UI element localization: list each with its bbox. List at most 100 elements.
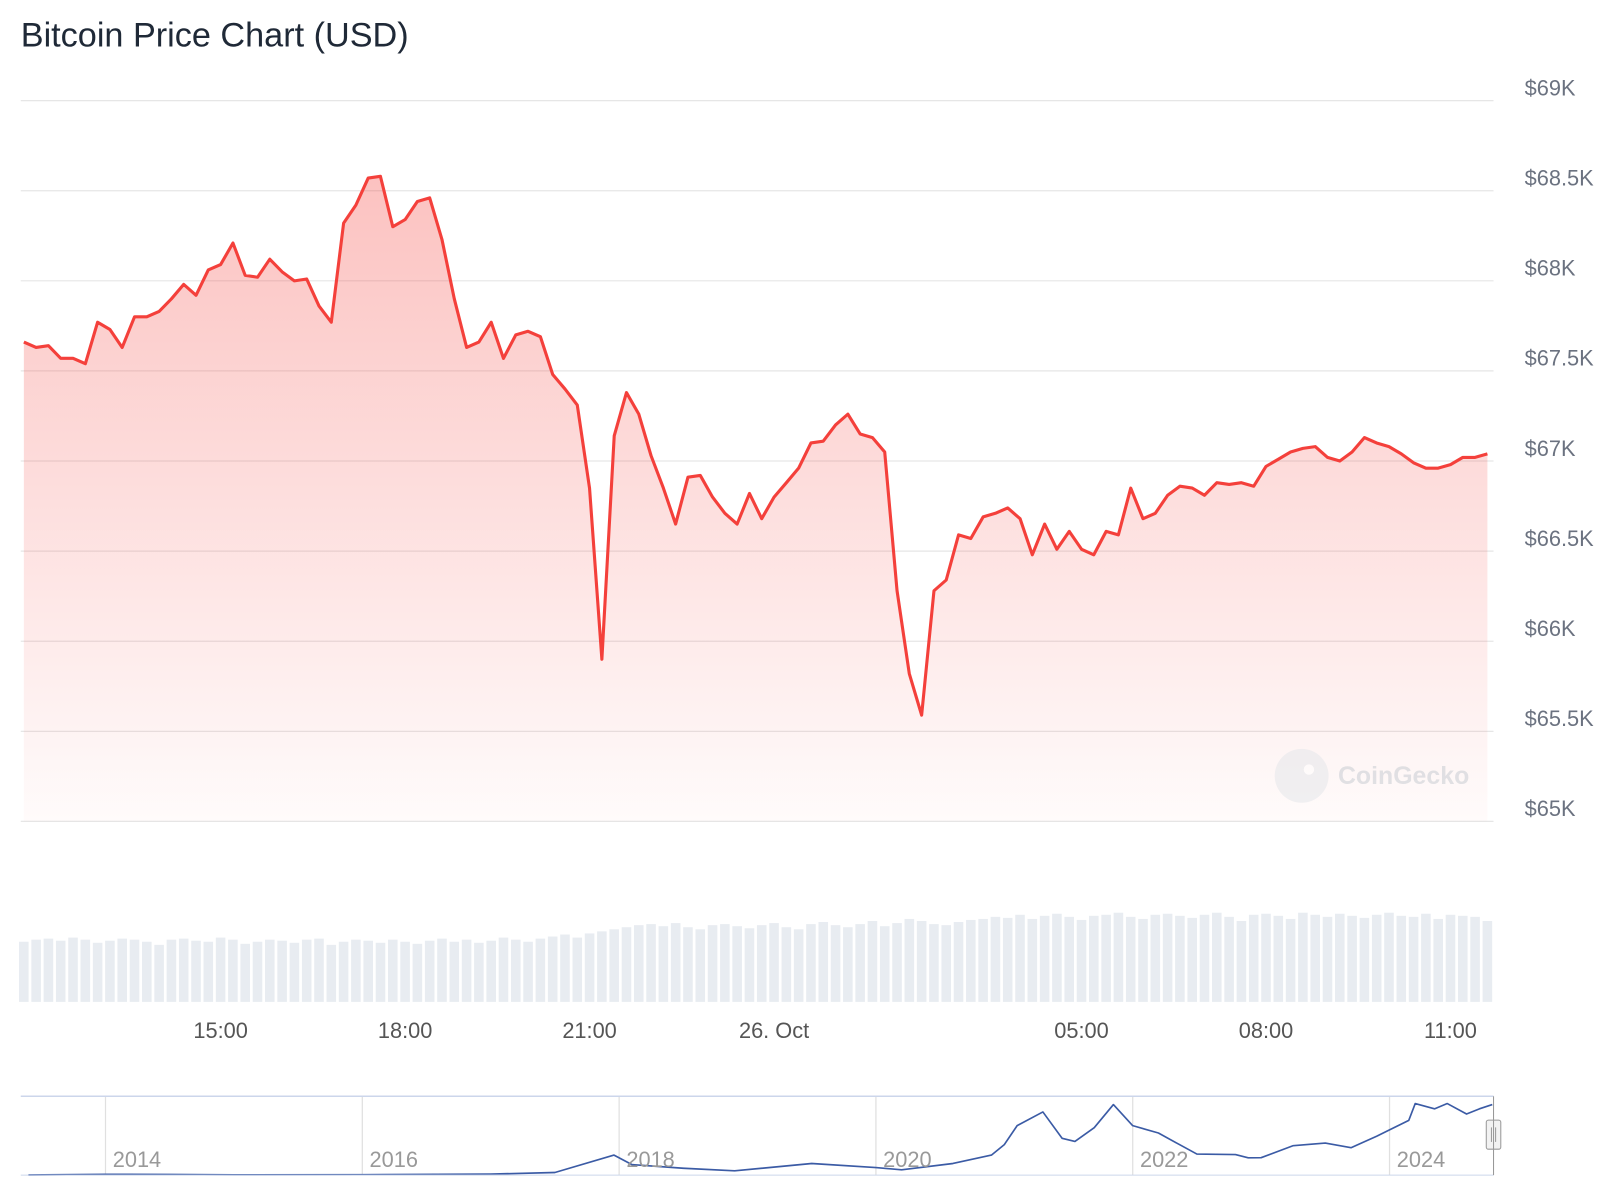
volume-bar	[191, 940, 201, 1002]
volume-bar	[978, 918, 988, 1002]
volume-bar	[338, 941, 349, 1002]
volume-bar	[744, 928, 755, 1002]
volume-bar	[916, 921, 927, 1002]
volume-bar	[498, 937, 509, 1002]
volume-bar	[1322, 916, 1333, 1002]
volume-bar	[1052, 913, 1062, 1002]
y-tick-label: $67K	[1525, 436, 1576, 461]
volume-bar	[830, 925, 841, 1002]
volume-bar	[1396, 915, 1407, 1002]
volume-bar	[670, 923, 681, 1002]
volume-bar	[1138, 918, 1148, 1002]
volume-bar	[966, 919, 976, 1002]
volume-bar	[1236, 921, 1247, 1002]
volume-bar	[203, 941, 214, 1002]
volume-bar	[769, 923, 779, 1002]
volume-bar	[1187, 917, 1197, 1002]
volume-bar	[523, 941, 533, 1002]
volume-bar	[535, 938, 546, 1002]
volume-bar	[437, 938, 447, 1002]
volume-bar	[1421, 913, 1431, 1002]
volume-bar	[818, 922, 829, 1002]
y-tick-label: $68K	[1525, 256, 1576, 281]
volume-bar	[228, 939, 238, 1002]
volume-bar	[1335, 913, 1345, 1002]
volume-bar	[178, 938, 189, 1002]
volume-bar	[215, 937, 226, 1002]
volume-bar	[683, 927, 693, 1002]
navigator-line	[28, 1102, 1493, 1176]
volume-bar	[289, 942, 300, 1002]
volume-bar	[486, 940, 496, 1002]
volume-bar	[1384, 912, 1394, 1002]
volume-bar	[732, 926, 742, 1002]
volume-bar	[55, 940, 66, 1002]
volume-bar	[695, 929, 706, 1002]
volume-bar	[1347, 915, 1357, 1002]
volume-bar	[1101, 914, 1111, 1002]
volume-bar	[1076, 919, 1087, 1002]
volume-bar	[572, 937, 583, 1002]
x-tick-label: 08:00	[1239, 1018, 1293, 1043]
y-tick-label: $66K	[1525, 616, 1576, 641]
volume-bar	[1089, 915, 1099, 1002]
volume-bar	[68, 937, 78, 1002]
volume-bar	[633, 925, 644, 1002]
volume-bar	[80, 939, 91, 1002]
volume-bar	[1064, 916, 1075, 1002]
navigator-tick-label: 2024	[1397, 1147, 1445, 1172]
volume-bar	[707, 925, 718, 1002]
volume-bar	[1125, 916, 1136, 1002]
volume-bar	[449, 941, 460, 1002]
volume-bar	[793, 929, 804, 1002]
volume-bar	[990, 916, 1001, 1002]
navigator-tick-label: 2022	[1140, 1147, 1188, 1172]
navigator-tick-label: 2014	[113, 1147, 161, 1172]
chart-title: Bitcoin Price Chart (USD)	[21, 17, 409, 55]
volume-bar	[265, 939, 275, 1002]
volume-bar	[166, 939, 177, 1002]
watermark: CoinGecko	[1274, 748, 1469, 803]
volume-bar	[31, 939, 41, 1002]
volume-bar	[1224, 916, 1234, 1002]
volume-bar	[105, 940, 115, 1002]
volume-bar	[363, 940, 373, 1002]
price-area	[23, 176, 1488, 822]
volume-bar	[1408, 916, 1419, 1002]
volume-bar	[142, 941, 152, 1002]
y-tick-label: $67.5K	[1525, 346, 1594, 371]
volume-bar	[424, 940, 435, 1002]
volume-bar	[843, 927, 853, 1002]
volume-bar	[1199, 914, 1210, 1002]
volume-bar	[547, 936, 558, 1002]
volume-bar	[646, 924, 656, 1002]
x-tick-label: 21:00	[562, 1018, 616, 1043]
volume-bar	[351, 939, 361, 1002]
volume-bar	[879, 926, 890, 1002]
navigator-tick-label: 2016	[370, 1147, 418, 1172]
y-tick-label: $69K	[1525, 75, 1576, 100]
volume-bar	[1273, 915, 1284, 1002]
volume-bar	[1433, 918, 1443, 1002]
volume-bar	[720, 924, 730, 1002]
y-tick-label: $65K	[1525, 796, 1576, 821]
volume-bar	[1015, 914, 1025, 1002]
volume-bar	[1298, 912, 1308, 1002]
volume-bar	[117, 938, 128, 1002]
volume-bar	[1285, 918, 1296, 1002]
volume-bar	[904, 918, 915, 1002]
price-line	[23, 174, 1488, 717]
volume-bar	[1310, 914, 1320, 1002]
volume-bar	[1371, 914, 1382, 1002]
volume-bar	[43, 938, 54, 1002]
navigator-tick-label: 2018	[626, 1147, 674, 1172]
volume-bar	[252, 941, 263, 1002]
volume-bar	[621, 927, 632, 1002]
volume-bar	[375, 942, 386, 1002]
y-tick-label: $66.5K	[1525, 526, 1594, 551]
navigator-tick-label: 2020	[883, 1147, 931, 1172]
volume-bar	[1002, 917, 1013, 1002]
volume-bar	[1113, 912, 1124, 1002]
